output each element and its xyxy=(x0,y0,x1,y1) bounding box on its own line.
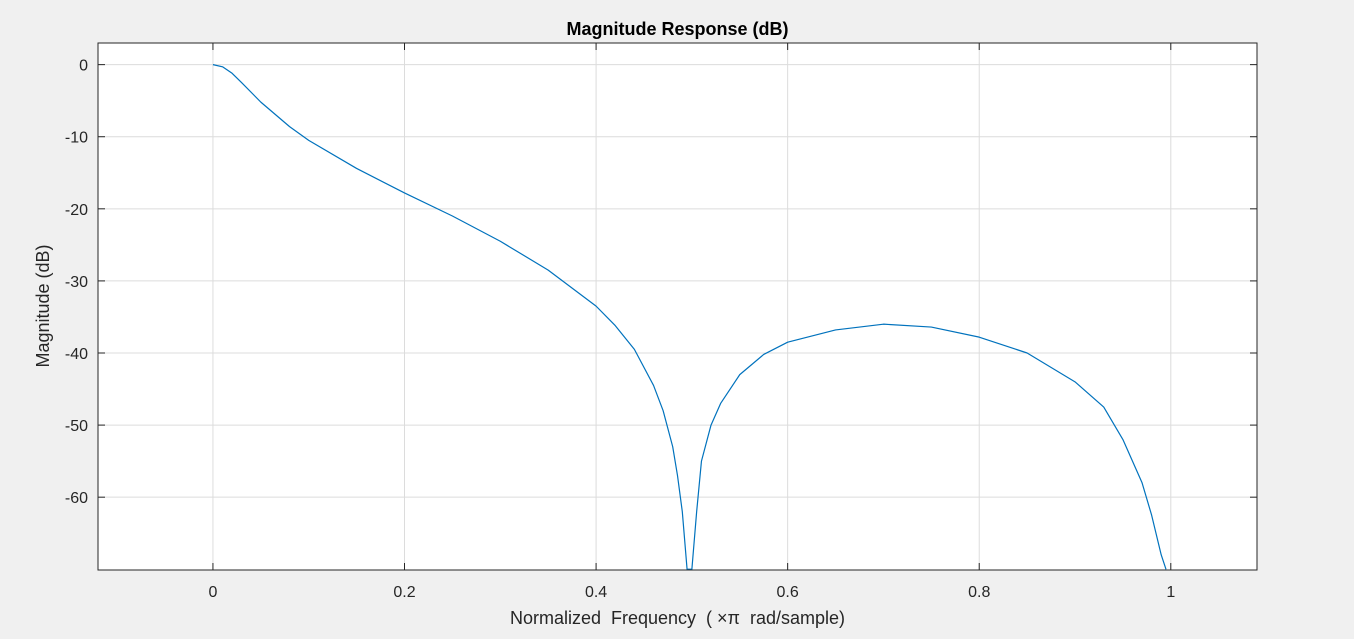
plot-area xyxy=(98,43,1257,570)
y-tick-label: 0 xyxy=(79,58,88,75)
x-tick-label: 1 xyxy=(1166,584,1175,601)
series-layer xyxy=(212,64,1167,570)
x-tick-label: 0.2 xyxy=(393,584,415,601)
x-tick-label: 0.4 xyxy=(585,584,607,601)
grid-lines xyxy=(98,43,1257,570)
y-tick-label: -20 xyxy=(65,202,88,219)
x-axis-label: Normalized Frequency ( ×π rad/sample) xyxy=(510,608,845,628)
x-tick-label: 0.6 xyxy=(777,584,799,601)
y-tick-label: -10 xyxy=(65,130,88,147)
x-tick-label: 0.8 xyxy=(968,584,990,601)
chart-title: Magnitude Response (dB) xyxy=(566,19,788,39)
magnitude-response-line xyxy=(212,64,1167,570)
y-tick-label: -60 xyxy=(65,490,88,507)
y-tick-label: -50 xyxy=(65,418,88,435)
y-tick-labels: 0 -10 -20 -30 -40 -50 -60 xyxy=(65,58,88,508)
y-tick-label: -30 xyxy=(65,274,88,291)
tick-marks xyxy=(98,43,1257,570)
y-tick-label: -40 xyxy=(65,346,88,363)
x-tick-labels: 0 0.2 0.4 0.6 0.8 1 xyxy=(208,584,1175,601)
y-axis-label: Magnitude (dB) xyxy=(33,244,53,367)
plot-frame xyxy=(97,42,1258,571)
x-tick-label: 0 xyxy=(208,584,217,601)
